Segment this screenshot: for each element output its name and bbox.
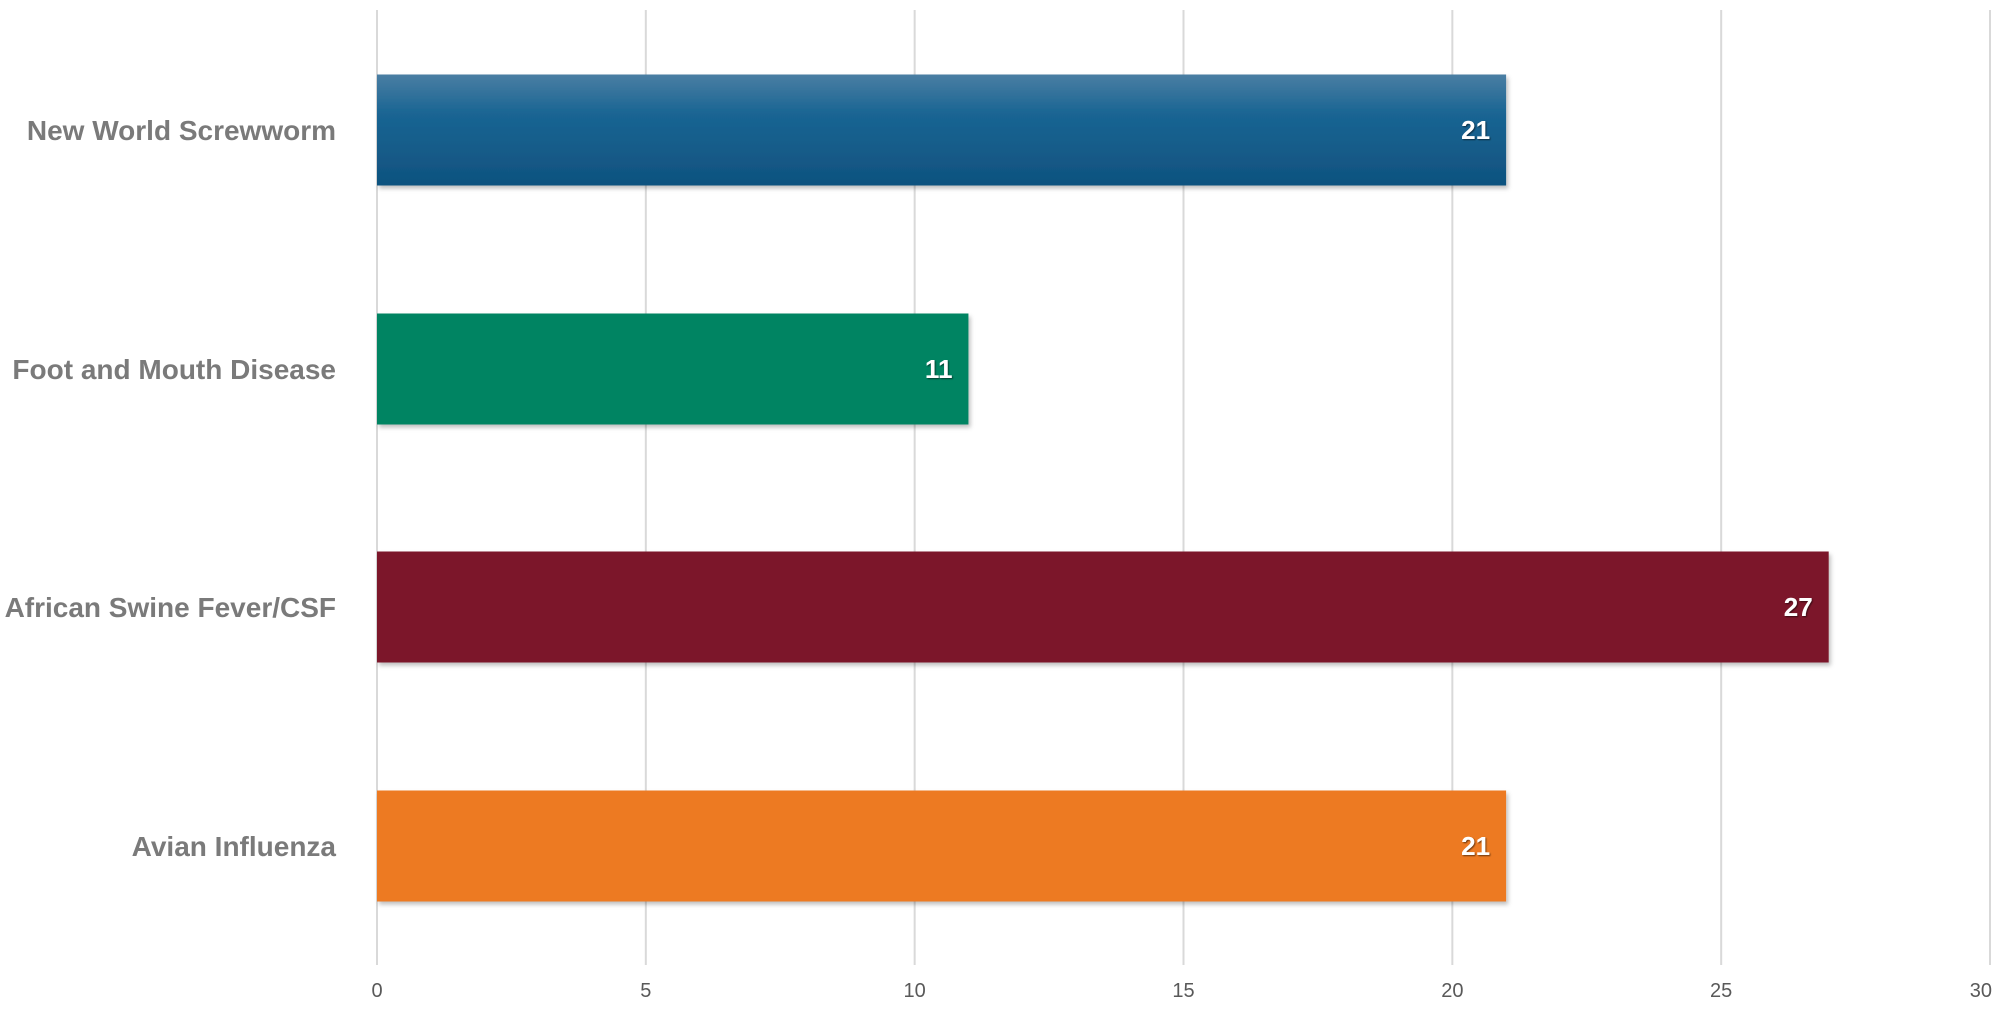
x-tick-label: 5 — [640, 980, 651, 1002]
data-label: 21 — [1461, 831, 1490, 861]
bar — [377, 313, 969, 425]
x-tick-label: 20 — [1441, 980, 1463, 1002]
category-labels: New World Screwworm Foot and Mouth Diseas… — [5, 115, 337, 862]
x-tick-label: 10 — [904, 980, 926, 1002]
category-label: Avian Influenza — [132, 831, 337, 862]
category-label: African Swine Fever/CSF — [5, 592, 336, 623]
data-label: 11 — [925, 354, 953, 384]
bars — [377, 74, 1829, 902]
bar — [377, 790, 1507, 902]
x-tick-label: 15 — [1172, 980, 1194, 1002]
bar — [377, 551, 1829, 663]
x-axis-tick-labels: 0 5 10 15 20 25 30 — [371, 980, 1992, 1002]
bar — [377, 74, 1507, 186]
data-label: 27 — [1784, 592, 1813, 622]
data-label: 21 — [1461, 115, 1490, 145]
category-label: Foot and Mouth Disease — [12, 354, 336, 385]
x-tick-label: 30 — [1970, 980, 1992, 1002]
x-tick-label: 0 — [371, 980, 382, 1002]
category-label: New World Screwworm — [27, 115, 336, 146]
data-labels: 21 11 27 21 — [925, 115, 1813, 861]
x-tick-label: 25 — [1710, 980, 1732, 1002]
